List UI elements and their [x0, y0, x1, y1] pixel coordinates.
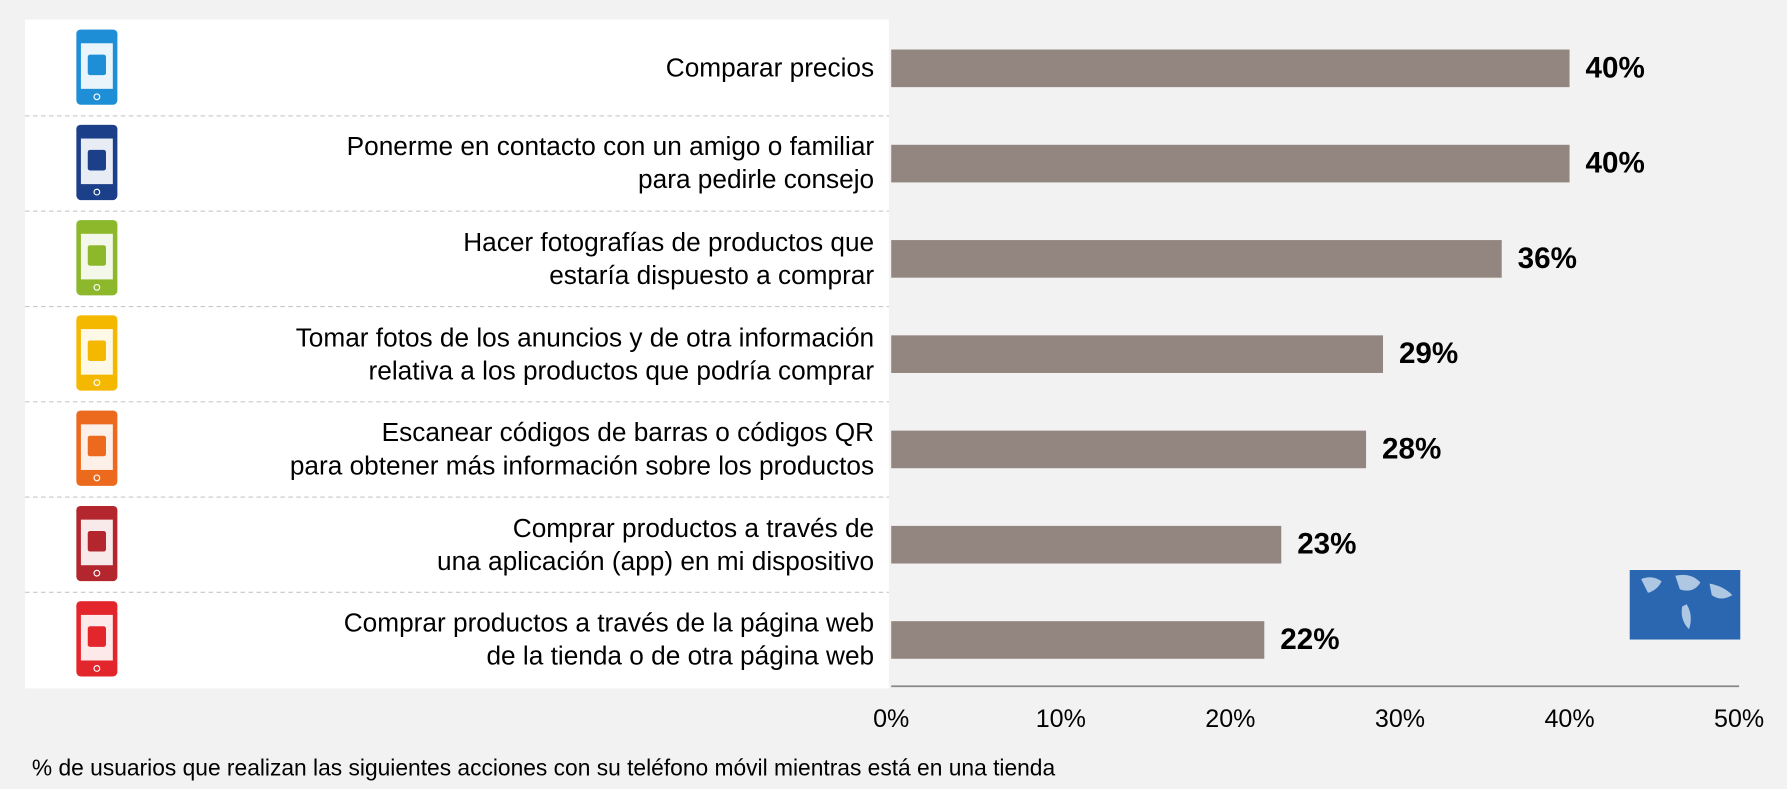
phone-glyph — [87, 626, 106, 647]
bar — [891, 430, 1367, 469]
value-label: 28% — [1382, 432, 1441, 465]
phone-icon — [76, 315, 118, 391]
category-label: Escanear códigos de barras o códigos QR … — [289, 417, 875, 481]
value-label: 40% — [1586, 51, 1645, 84]
bar — [891, 240, 1502, 278]
bar — [891, 49, 1570, 88]
phone-button — [93, 474, 101, 482]
phone-icon — [76, 601, 118, 677]
category-label: Ponerme en contacto con un amigo o famil… — [346, 131, 875, 195]
x-tick-label: 10% — [1036, 705, 1086, 733]
category-label: Comparar precios — [665, 52, 875, 83]
value-label: 40% — [1586, 147, 1645, 180]
phone-button — [93, 188, 101, 196]
bar — [891, 621, 1265, 659]
phone-top — [76, 220, 118, 230]
phone-icon — [76, 410, 118, 486]
x-tick-label: 50% — [1714, 705, 1764, 733]
category-label: Hacer fotografías de productos que estar… — [463, 226, 875, 290]
category-label-box: Escanear códigos de barras o códigos QR … — [289, 417, 875, 481]
phone-glyph — [87, 340, 106, 361]
bar — [891, 525, 1282, 564]
category-label-box: Ponerme en contacto con un amigo o famil… — [346, 131, 875, 195]
phone-icon — [76, 220, 118, 296]
phone-glyph — [87, 531, 106, 552]
x-tick-label: 30% — [1375, 705, 1425, 733]
phone-top — [76, 505, 118, 516]
category-label-box: Hacer fotografías de productos que estar… — [463, 226, 875, 290]
bar — [891, 335, 1384, 373]
x-tick-label: 0% — [873, 705, 909, 733]
phone-glyph — [87, 54, 106, 76]
world-map — [1629, 570, 1741, 640]
value-label: 36% — [1518, 242, 1577, 275]
phone-glyph — [87, 245, 106, 266]
phone-button — [93, 283, 101, 291]
phone-icon — [76, 29, 118, 105]
phone-button — [93, 379, 101, 387]
phone-top — [76, 410, 118, 420]
x-axis-label: % de usuarios que realizan las siguiente… — [32, 754, 1056, 780]
category-label: Comprar productos a través de la página … — [343, 608, 875, 671]
value-label: 29% — [1399, 337, 1458, 370]
value-label: 23% — [1297, 528, 1356, 561]
phone-button — [93, 665, 101, 672]
phone-top — [76, 29, 118, 39]
phone-glyph — [87, 149, 106, 171]
phone-button — [93, 93, 101, 101]
label-panel — [25, 19, 889, 689]
bar — [891, 144, 1570, 183]
x-tick-label: 40% — [1544, 705, 1594, 733]
category-label-box: Comprar productos a través de una aplica… — [437, 512, 875, 576]
category-label-box: Comparar precios — [665, 52, 875, 83]
phone-icon — [76, 505, 118, 582]
category-label-box: Comprar productos a través de la página … — [343, 608, 875, 671]
category-label-box: Tomar fotos de los anuncios y de otra in… — [295, 322, 875, 385]
category-label: Tomar fotos de los anuncios y de otra in… — [295, 322, 875, 385]
phone-icon — [76, 124, 118, 201]
phone-glyph — [87, 435, 106, 457]
category-label: Comprar productos a través de una aplica… — [437, 512, 875, 576]
value-label: 22% — [1280, 623, 1339, 656]
phone-top — [76, 124, 118, 134]
phone-top — [76, 315, 118, 325]
phone-button — [93, 569, 101, 577]
x-tick-label: 20% — [1205, 705, 1255, 733]
phone-top — [76, 601, 118, 611]
